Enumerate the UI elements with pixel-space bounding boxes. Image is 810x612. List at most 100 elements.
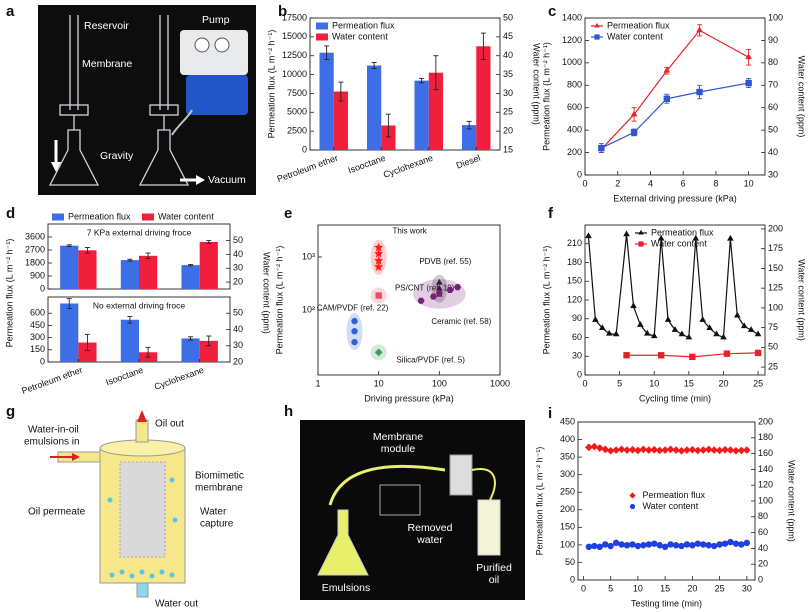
marker [742,446,751,454]
bar [199,241,218,289]
y2-tick-label: 20 [233,276,243,286]
series-line [600,29,749,150]
y-tick-label: 150 [567,276,582,286]
marker [737,446,746,455]
water-droplets [107,477,178,579]
marker [693,446,702,455]
x-tick-label: 8 [713,178,718,188]
y-tick-label: 400 [560,434,575,444]
marker [732,540,740,547]
y-tick-label: 0 [40,283,45,293]
marker [716,541,723,548]
y-tick-label: 1800 [25,257,45,267]
y-tick-label: 0 [40,356,45,366]
bar [120,319,139,362]
y-tick-label: 210 [567,238,582,248]
x-tick-label: 5 [617,378,622,388]
marker [696,26,703,33]
bar [462,125,477,150]
y-tick-label: 120 [567,294,582,304]
marker [634,542,642,550]
x-tick-label: 6 [681,178,686,188]
x-tick-label: Isooctane [347,153,387,176]
legend-label: Water content [158,211,214,221]
marker [650,445,659,454]
marker [592,316,599,322]
photo-label: Reservoir [84,20,129,32]
y-tick-label: 1400 [562,12,582,22]
y-tick-label: 10³ [302,251,315,261]
marker [689,353,696,361]
y-tick-label: 7500 [287,88,307,98]
legend-label: Permeation flux [643,490,706,500]
y-tick-label: 0 [577,369,582,379]
diagram-label: Water-in-oil [28,425,79,436]
y-tick-label: 300 [30,332,45,342]
x-tick-label: 10 [744,178,754,188]
marker [630,110,638,117]
marker [638,241,644,247]
annotation: 7 KPa external driving froce [87,227,192,237]
bar [181,338,200,362]
y-tick-label: 1000 [562,57,582,67]
marker [740,322,748,329]
marker [602,541,609,548]
marker [663,95,671,102]
marker [605,329,613,336]
marker [706,324,713,331]
y2-tick-label: 45 [503,31,513,41]
marker [623,352,630,359]
bar [60,245,79,289]
y-tick-label: 400 [567,125,582,135]
marker [721,445,729,454]
x-tick-label: Diesel [455,153,482,171]
inlet-arrow-head [72,453,80,461]
legend-label: Permeation flux [651,227,714,237]
marker [700,541,707,548]
y2-tick-label: 30 [233,263,243,273]
y-tick-label: 3600 [25,231,45,241]
y2-tick-label: 160 [758,448,773,458]
y2-tick-label: 200 [768,223,783,233]
legend-label: Permeation flux [607,20,670,30]
bar [428,72,443,150]
photo-label: Gravity [100,150,134,162]
diagram-label: Oil permeate [28,507,86,518]
bar [199,340,218,362]
y2-tick-label: 20 [503,126,513,136]
marker [375,292,382,299]
y2-tick-label: 140 [758,464,773,474]
marker [601,445,610,454]
marker [435,289,443,297]
y2-tick-label: 125 [768,283,783,293]
marker [655,446,664,455]
marker [590,442,599,451]
panel-letter: g [6,403,15,420]
series-label: PS/CNT (ref. 19) [395,284,455,293]
marker [692,234,700,241]
y2-tick-label: 120 [758,480,773,490]
bar [181,265,200,289]
marker [738,541,745,548]
marker [446,286,454,293]
y2-tick-label: 15 [503,144,513,154]
gauge [194,37,210,53]
x-tick-label: 0 [582,378,587,388]
marker [685,333,693,340]
marker [657,234,665,241]
membrane [119,461,166,558]
photo-label: Purified [476,562,512,574]
y2-tick-label: 200 [758,416,773,426]
y2-tick-label: 100 [768,302,783,312]
marker [710,542,718,550]
x-tick-label: 30 [742,583,752,593]
marker [657,352,665,359]
marker [661,543,669,551]
y-tick-label: 15000 [282,31,307,41]
marker [585,232,592,239]
bar [476,46,491,150]
photo-label: Vacuum [208,174,246,186]
y2-tick-label: 100 [768,12,783,22]
marker [351,338,358,346]
